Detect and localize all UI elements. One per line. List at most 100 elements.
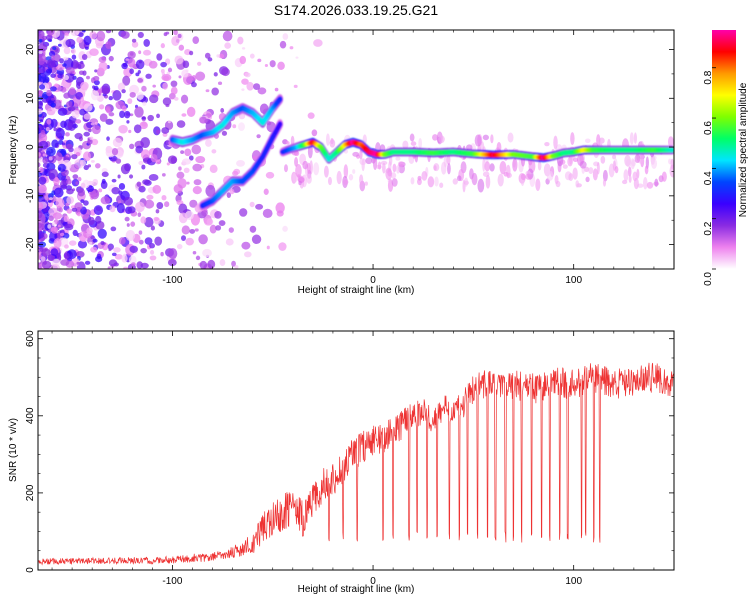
spectrogram-noise-cell bbox=[257, 58, 262, 63]
spectrogram-noise-cell bbox=[40, 256, 46, 262]
spectrogram-noise-cell bbox=[313, 39, 323, 47]
spectrogram-noise-cell bbox=[253, 83, 261, 90]
spectrogram-noise-cell bbox=[117, 174, 121, 179]
spectrogram-lower-ridge-core bbox=[277, 121, 283, 128]
spectrogram-x-tick-label: 100 bbox=[565, 275, 582, 286]
spectrogram-noise-cell bbox=[86, 227, 93, 235]
colorbar-scale bbox=[712, 30, 736, 269]
spectrogram-noise-cell bbox=[138, 160, 144, 166]
spectrogram-noise-cell bbox=[141, 85, 147, 92]
spectrogram-noise-cell bbox=[129, 143, 135, 150]
spectrogram-noise-cell bbox=[213, 72, 218, 77]
spectrogram-noise-cell bbox=[525, 173, 532, 180]
spectrogram-noise-cell bbox=[121, 62, 128, 70]
spectrogram-noise-cell bbox=[195, 155, 206, 164]
spectrogram-noise-cell bbox=[141, 116, 146, 120]
spectrogram-noise-cell bbox=[572, 167, 578, 180]
spectrogram-noise-cell bbox=[173, 30, 178, 36]
spectrogram-noise-cell bbox=[98, 61, 108, 72]
spectrogram-noise-cell bbox=[71, 110, 80, 119]
spectrogram-noise-cell bbox=[499, 160, 507, 175]
spectrogram-noise-cell bbox=[38, 222, 42, 229]
spectrogram-noise-cell bbox=[136, 181, 142, 187]
spectrogram-noise-cell bbox=[122, 75, 131, 86]
spectrogram-noise-cell bbox=[484, 161, 491, 172]
spectrogram-noise-cell bbox=[244, 72, 251, 78]
spectrogram-noise-cell bbox=[477, 178, 485, 193]
spectrogram-noise-cell bbox=[575, 180, 580, 188]
spectrogram-noise-cell bbox=[643, 176, 648, 190]
spectrogram-noise-cell bbox=[189, 199, 198, 208]
spectrogram-noise-cell bbox=[121, 105, 127, 112]
spectrogram-noise-cell bbox=[61, 142, 66, 146]
spectrogram-noise-cell bbox=[186, 181, 190, 185]
spectrogram-noise-cell bbox=[205, 184, 216, 197]
spectrogram-noise-cell bbox=[118, 183, 126, 190]
spectrogram-noise-cell bbox=[138, 185, 146, 193]
spectrogram-noise-cell bbox=[38, 262, 42, 267]
spectrogram-noise-cell bbox=[52, 212, 63, 220]
spectrogram-noise-cell bbox=[83, 131, 90, 137]
spectrogram-noise-cell bbox=[447, 163, 451, 175]
spectrogram-noise-cell bbox=[76, 36, 83, 44]
spectrogram-noise-cell bbox=[572, 157, 579, 163]
spectrogram-noise-cell bbox=[106, 136, 110, 141]
spectrogram-noise-cell bbox=[111, 178, 117, 183]
spectrogram-noise-cell bbox=[562, 164, 568, 169]
spectrogram-noise-cell bbox=[58, 207, 63, 213]
spectrogram-noise-cell bbox=[38, 84, 46, 90]
spectrogram-noise-cell bbox=[45, 68, 52, 74]
spectrogram-noise-cell bbox=[90, 160, 95, 163]
snr-y-tick-label: 400 bbox=[25, 407, 36, 424]
spectrogram-noise-cell bbox=[217, 81, 223, 86]
spectrogram-noise-cell bbox=[137, 212, 142, 218]
spectrogram-noise-cell bbox=[276, 210, 284, 217]
spectrogram-noise-cell bbox=[150, 249, 155, 255]
spectrogram-noise-cell bbox=[359, 174, 364, 186]
spectrogram-noise-cell bbox=[464, 177, 469, 187]
spectrogram-noise-cell bbox=[51, 221, 56, 227]
spectrogram-noise-cell bbox=[75, 119, 82, 124]
spectrogram-noise-cell bbox=[249, 225, 257, 233]
spectrogram-noise-cell bbox=[112, 90, 122, 101]
spectrogram-noise-cell bbox=[546, 170, 554, 181]
spectrogram-noise-cell bbox=[438, 135, 445, 144]
spectrogram-noise-cell bbox=[120, 31, 130, 39]
spectrogram-noise-cell bbox=[142, 101, 147, 106]
spectrogram-noise-cell bbox=[156, 113, 160, 119]
spectrogram-y-tick-label: -10 bbox=[25, 188, 36, 203]
spectrogram-noise-cell bbox=[60, 120, 67, 128]
spectrogram-noise-cell bbox=[51, 102, 56, 108]
spectrogram-noise-cell bbox=[152, 184, 162, 194]
spectrogram-noise-cell bbox=[101, 171, 109, 178]
spectrogram-noise-cell bbox=[224, 42, 231, 49]
spectrogram-noise-cell bbox=[512, 158, 518, 172]
spectrogram-noise-cell bbox=[489, 163, 495, 172]
spectrogram-noise-cell bbox=[135, 59, 145, 70]
spectrogram-noise-cell bbox=[63, 46, 71, 55]
spectrogram-noise-cell bbox=[42, 252, 47, 257]
spectrogram-noise-cell bbox=[112, 137, 123, 148]
spectrogram-noise-cell bbox=[119, 110, 125, 119]
spectrogram-noise-cell bbox=[256, 134, 261, 139]
spectrogram-noise-cell bbox=[113, 247, 121, 253]
spectrogram-noise-cell bbox=[189, 228, 196, 234]
spectrogram-noise-cell bbox=[614, 166, 619, 174]
spectrogram-noise-cell bbox=[180, 94, 189, 104]
spectrogram-noise-cell bbox=[80, 81, 89, 91]
spectrogram-noise-cell bbox=[91, 124, 101, 135]
spectrogram-noise-cell bbox=[490, 134, 494, 144]
spectrogram-noise-cell bbox=[585, 176, 590, 183]
spectrogram-y-tick-label: 20 bbox=[25, 44, 36, 56]
spectrogram-noise-cell bbox=[82, 70, 87, 76]
spectrogram-noise-cell bbox=[446, 154, 451, 165]
snr-y-ticks: 0 200 400 600 bbox=[25, 330, 674, 573]
spectrogram-noise-cell bbox=[506, 172, 512, 178]
spectrogram-noise-cell bbox=[352, 169, 356, 174]
spectrogram-noise-cell bbox=[76, 81, 82, 89]
spectrogram-noise-cell bbox=[392, 163, 397, 173]
spectrogram-noise-cell bbox=[343, 149, 349, 154]
spectrogram-noise-cell bbox=[633, 132, 637, 144]
spectrogram-noise-cell bbox=[184, 148, 192, 157]
spectrogram-noise-cell bbox=[144, 237, 153, 245]
